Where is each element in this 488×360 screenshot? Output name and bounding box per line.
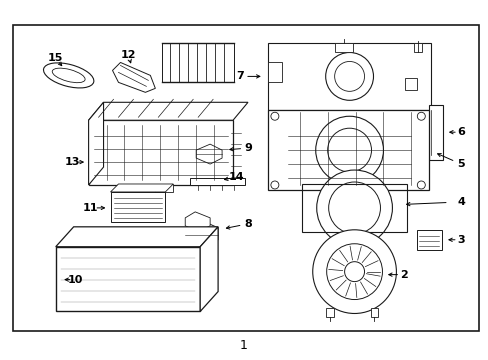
Text: 2: 2 bbox=[400, 270, 407, 280]
Text: 11: 11 bbox=[82, 203, 98, 213]
Bar bbox=[190, 178, 244, 185]
Circle shape bbox=[315, 116, 383, 184]
Circle shape bbox=[211, 231, 217, 237]
Polygon shape bbox=[185, 220, 218, 248]
Polygon shape bbox=[196, 144, 222, 164]
Circle shape bbox=[328, 182, 380, 234]
Circle shape bbox=[416, 112, 425, 120]
Polygon shape bbox=[56, 227, 218, 247]
Polygon shape bbox=[110, 184, 173, 192]
Text: 13: 13 bbox=[65, 157, 80, 167]
Bar bbox=[155, 184, 173, 192]
Circle shape bbox=[416, 181, 425, 189]
Text: 12: 12 bbox=[121, 50, 136, 60]
Bar bbox=[110, 192, 165, 222]
Polygon shape bbox=[200, 227, 218, 311]
Polygon shape bbox=[88, 102, 103, 185]
Text: 8: 8 bbox=[244, 219, 251, 229]
Text: 6: 6 bbox=[456, 127, 464, 137]
Bar bbox=[370, 307, 378, 318]
Bar bbox=[413, 42, 422, 53]
Text: 5: 5 bbox=[456, 159, 464, 169]
Bar bbox=[162, 42, 234, 82]
Text: 9: 9 bbox=[244, 143, 251, 153]
Circle shape bbox=[270, 112, 278, 120]
Circle shape bbox=[334, 62, 364, 91]
Bar bbox=[428, 105, 442, 160]
Circle shape bbox=[325, 53, 373, 100]
Circle shape bbox=[327, 128, 371, 172]
Circle shape bbox=[187, 231, 193, 237]
Bar bbox=[334, 42, 352, 53]
Bar bbox=[267, 62, 281, 82]
Bar bbox=[301, 184, 407, 232]
Ellipse shape bbox=[43, 63, 94, 88]
Circle shape bbox=[326, 244, 382, 300]
Circle shape bbox=[316, 170, 392, 246]
Text: 4: 4 bbox=[456, 197, 464, 207]
Text: 3: 3 bbox=[456, 235, 464, 245]
Bar bbox=[267, 42, 430, 110]
Polygon shape bbox=[88, 102, 247, 120]
Circle shape bbox=[312, 230, 396, 314]
Bar bbox=[13, 24, 478, 332]
Text: 10: 10 bbox=[68, 275, 83, 285]
Bar bbox=[267, 110, 428, 190]
Circle shape bbox=[270, 181, 278, 189]
Ellipse shape bbox=[52, 68, 85, 83]
Bar bbox=[88, 120, 233, 185]
Text: 15: 15 bbox=[48, 54, 63, 63]
Bar bbox=[416, 230, 441, 250]
Text: 7: 7 bbox=[236, 71, 244, 81]
Bar bbox=[325, 307, 333, 318]
Circle shape bbox=[344, 262, 364, 282]
Bar bbox=[56, 247, 200, 311]
Text: 14: 14 bbox=[228, 172, 244, 182]
Polygon shape bbox=[185, 212, 210, 232]
Polygon shape bbox=[112, 62, 155, 92]
Text: 1: 1 bbox=[240, 339, 247, 352]
Bar bbox=[405, 78, 416, 90]
